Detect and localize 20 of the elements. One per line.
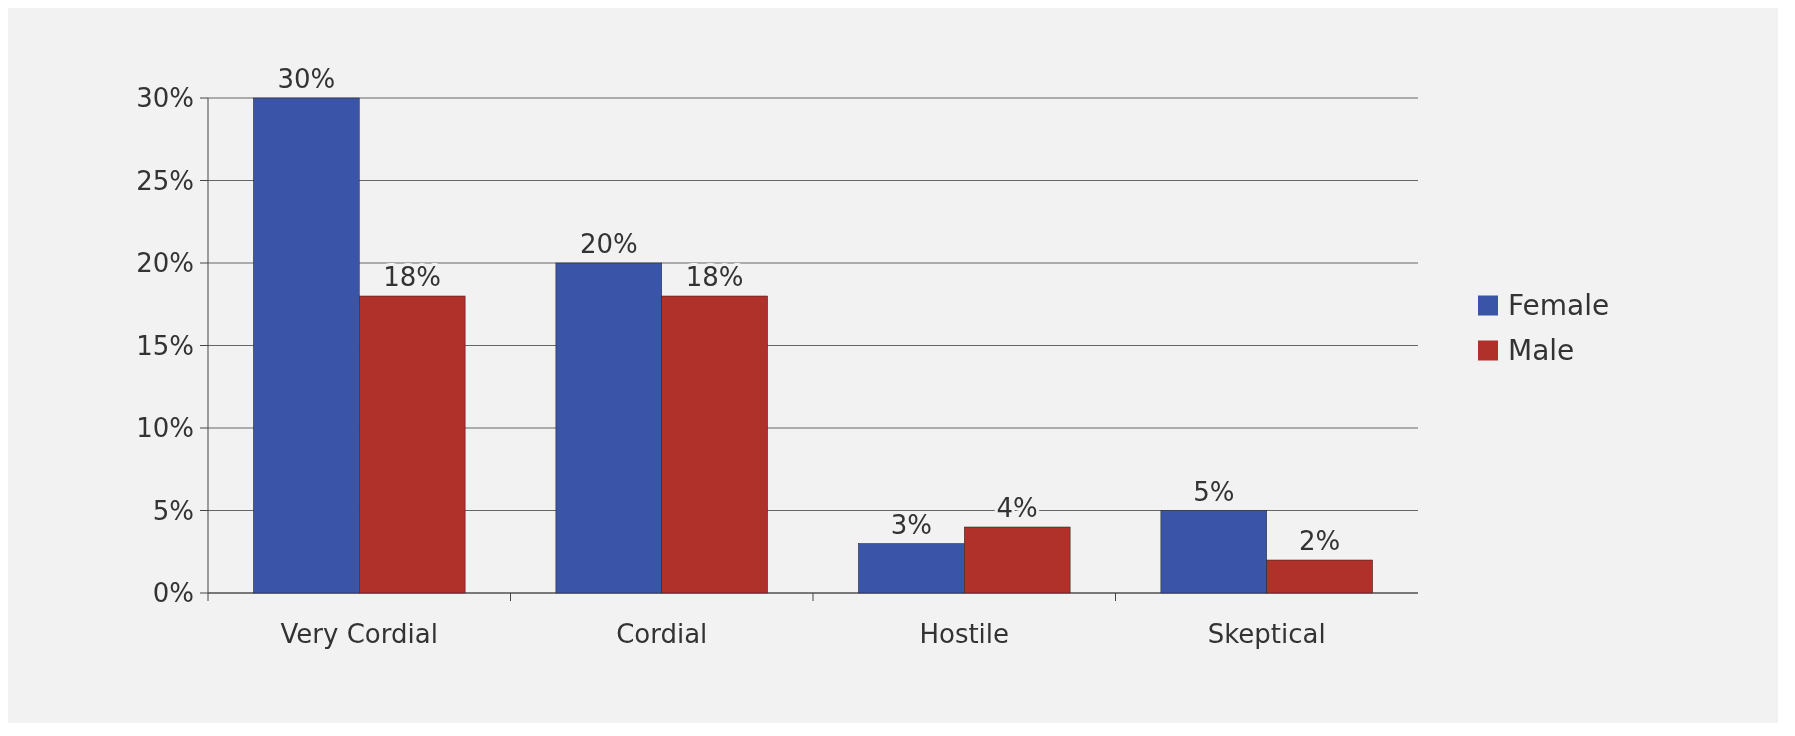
- y-tick-label: 0%: [152, 578, 194, 609]
- y-tick-label: 25%: [136, 165, 194, 196]
- legend-label: Male: [1508, 334, 1575, 368]
- y-tick-label: 20%: [136, 248, 194, 279]
- x-tick-label: Very Cordial: [280, 619, 438, 649]
- data-label: 5%: [1193, 476, 1235, 507]
- y-tick-label: 30%: [136, 83, 194, 114]
- data-label: 30%: [277, 64, 336, 94]
- data-label: 18%: [685, 262, 744, 292]
- data-label: 2%: [1299, 526, 1341, 556]
- data-label: 3%: [890, 509, 932, 540]
- data-label: 20%: [579, 229, 638, 259]
- y-tick-label: 10%: [136, 413, 194, 444]
- x-tick-label: Cordial: [616, 619, 708, 649]
- x-tick-label: Hostile: [919, 619, 1010, 649]
- y-tick-label: 5%: [152, 495, 194, 526]
- y-tick-label: 15%: [136, 330, 194, 361]
- legend-label: Female: [1508, 289, 1610, 323]
- data-label: 18%: [383, 262, 442, 292]
- x-tick-label: Skeptical: [1207, 619, 1326, 649]
